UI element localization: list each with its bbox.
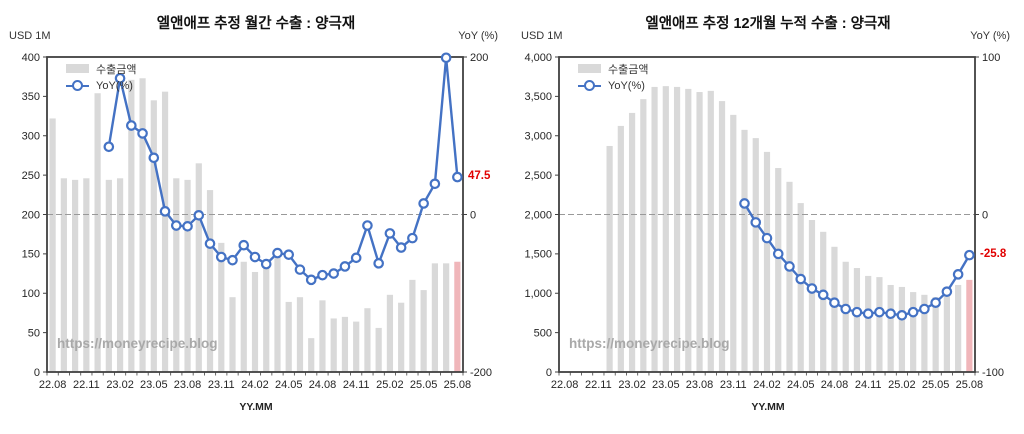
right-axis-unit: YoY (%) xyxy=(458,30,498,42)
svg-text:25.05: 25.05 xyxy=(922,379,950,391)
last-value-label: 47.5 xyxy=(468,170,491,183)
svg-text:25.05: 25.05 xyxy=(410,379,438,391)
svg-text:500: 500 xyxy=(534,327,552,339)
svg-text:24.05: 24.05 xyxy=(275,379,303,391)
svg-text:400: 400 xyxy=(22,52,40,64)
svg-text:23.08: 23.08 xyxy=(174,379,202,391)
chart-monthly-exports: 0 50 100 150 200 250 300 350 400 -200 0 200 22.08 22.… xyxy=(9,16,498,413)
svg-text:150: 150 xyxy=(22,249,40,261)
svg-text:200: 200 xyxy=(470,52,488,64)
legend-item-bars: 수출금액 xyxy=(66,60,136,77)
svg-text:25.02: 25.02 xyxy=(376,379,404,391)
svg-text:0: 0 xyxy=(982,209,988,221)
svg-text:50: 50 xyxy=(28,327,40,339)
legend-item-line: YoY(%) xyxy=(578,77,648,94)
svg-text:23.02: 23.02 xyxy=(618,379,646,391)
legend-label-line: YoY(%) xyxy=(608,79,645,92)
svg-text:200: 200 xyxy=(22,209,40,221)
legend-label-line: YoY(%) xyxy=(96,79,133,92)
plot-area-cumulative: 0 500 1,000 1,500 2,000 2,500 3,000 3,500 4,000 -… xyxy=(524,52,1004,391)
svg-text:24.02: 24.02 xyxy=(241,379,269,391)
chart-title: 엘앤애프 추정 월간 수출 : 양극재 xyxy=(156,16,356,32)
svg-text:1,000: 1,000 xyxy=(524,288,552,300)
svg-text:350: 350 xyxy=(22,91,40,103)
svg-text:24.11: 24.11 xyxy=(343,379,370,391)
svg-text:2,000: 2,000 xyxy=(524,209,552,221)
svg-text:24.08: 24.08 xyxy=(309,379,337,391)
svg-text:250: 250 xyxy=(22,170,40,182)
svg-text:23.02: 23.02 xyxy=(106,379,134,391)
svg-text:100: 100 xyxy=(982,52,1000,64)
svg-text:-100: -100 xyxy=(982,367,1004,379)
svg-text:25.02: 25.02 xyxy=(888,379,916,391)
svg-text:23.11: 23.11 xyxy=(208,379,235,391)
svg-text:1,500: 1,500 xyxy=(524,249,552,261)
svg-text:25.08: 25.08 xyxy=(444,379,472,391)
legend-item-line: YoY(%) xyxy=(66,77,136,94)
svg-text:24.11: 24.11 xyxy=(855,379,882,391)
svg-text:0: 0 xyxy=(546,367,552,379)
svg-text:23.05: 23.05 xyxy=(652,379,680,391)
svg-text:0: 0 xyxy=(470,209,476,221)
watermark: https://moneyrecipe.blog xyxy=(57,336,218,351)
svg-text:100: 100 xyxy=(22,288,40,300)
x-axis-label: YY.MM xyxy=(239,401,273,413)
svg-text:22.11: 22.11 xyxy=(73,379,100,391)
legend-label-bars: 수출금액 xyxy=(608,63,649,76)
chart-cumulative-exports: 0 500 1,000 1,500 2,000 2,500 3,000 3,500 4,000 -… xyxy=(512,0,1024,434)
legend: 수출금액 YoY(%) xyxy=(66,60,136,94)
svg-text:22.11: 22.11 xyxy=(585,379,612,391)
svg-text:23.05: 23.05 xyxy=(140,379,168,391)
svg-text:22.08: 22.08 xyxy=(551,379,579,391)
bar-swatch-icon xyxy=(66,64,89,73)
svg-text:24.02: 24.02 xyxy=(753,379,781,391)
svg-text:3,500: 3,500 xyxy=(524,91,552,103)
legend: 수출금액 YoY(%) xyxy=(578,60,648,94)
svg-text:23.08: 23.08 xyxy=(686,379,714,391)
svg-text:25.08: 25.08 xyxy=(956,379,984,391)
svg-text:24.08: 24.08 xyxy=(821,379,849,391)
left-axis-unit: USD 1M xyxy=(521,30,563,42)
last-value-label: -25.8 xyxy=(980,248,1007,261)
svg-text:22.08: 22.08 xyxy=(39,379,67,391)
svg-text:24.05: 24.05 xyxy=(787,379,815,391)
svg-text:300: 300 xyxy=(22,131,40,143)
svg-text:2,500: 2,500 xyxy=(524,170,552,182)
line-marker-swatch-icon xyxy=(578,80,601,91)
legend-label-bars: 수출금액 xyxy=(96,63,137,76)
x-axis-label: YY.MM xyxy=(751,401,785,413)
line-marker-swatch-icon xyxy=(66,80,89,91)
right-axis-unit: YoY (%) xyxy=(970,30,1010,42)
svg-text:-200: -200 xyxy=(470,367,492,379)
svg-text:23.11: 23.11 xyxy=(720,379,747,391)
legend-item-bars: 수출금액 xyxy=(578,60,648,77)
chart-title: 엘앤애프 추정 12개월 누적 수출 : 양극재 xyxy=(645,16,891,32)
svg-text:3,000: 3,000 xyxy=(524,131,552,143)
svg-text:4,000: 4,000 xyxy=(524,52,552,64)
plot-area-monthly: 0 50 100 150 200 250 300 350 400 -200 0 200 22.08 22.… xyxy=(22,52,492,391)
bar-swatch-icon xyxy=(578,64,601,73)
left-axis-unit: USD 1M xyxy=(9,30,51,42)
watermark: https://moneyrecipe.blog xyxy=(569,336,730,351)
svg-text:0: 0 xyxy=(34,367,40,379)
